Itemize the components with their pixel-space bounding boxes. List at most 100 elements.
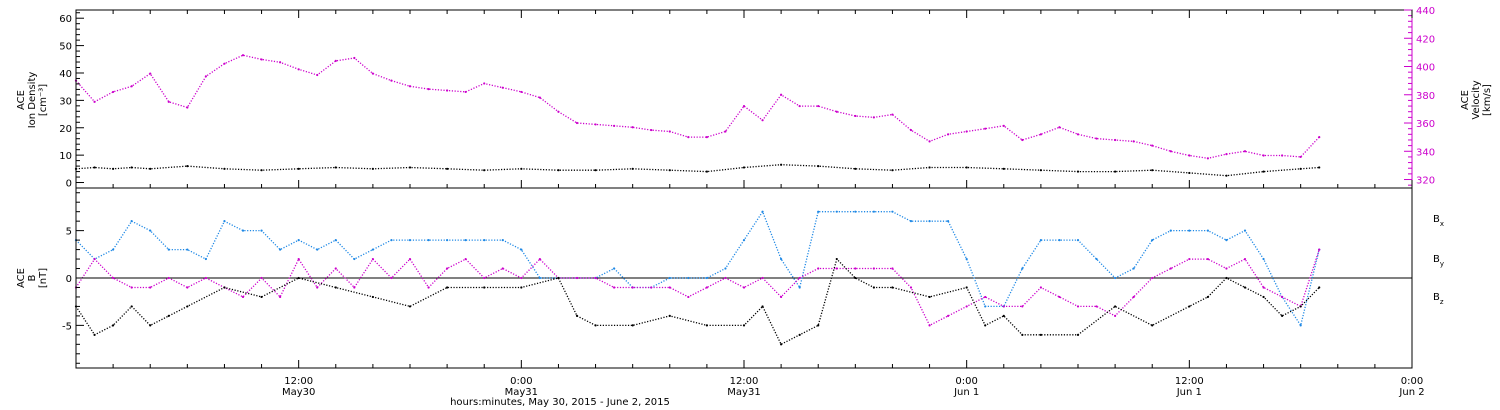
- bx-series-point: [520, 286, 523, 289]
- bz-series-point: [1021, 305, 1024, 308]
- velocity-series-point: [650, 128, 653, 132]
- top-y2-tick-label: 380: [1416, 91, 1435, 102]
- by-series-point: [204, 257, 207, 261]
- bx-series-point: [705, 324, 708, 327]
- top-y-tick-label: 20: [59, 124, 72, 135]
- bz-series-point: [817, 267, 820, 270]
- velocity-series-point: [613, 124, 616, 127]
- bz-series-point: [279, 295, 282, 299]
- velocity-series-point: [538, 96, 541, 99]
- by-series-point: [965, 257, 968, 261]
- velocity-series-point: [501, 86, 504, 89]
- by-series-point: [687, 276, 690, 280]
- density-series-point: [557, 169, 560, 172]
- velocity-series-point: [1318, 136, 1321, 139]
- bx-series-point: [446, 286, 449, 289]
- bz-series-point: [984, 295, 987, 299]
- x-tick-date: May30: [282, 387, 315, 398]
- bz-series-point: [538, 257, 541, 261]
- bz-series-point: [167, 276, 170, 280]
- bx-series-point: [668, 314, 671, 317]
- bz-series-point: [112, 276, 115, 280]
- velocity-series-point: [1132, 140, 1135, 143]
- velocity-series-point: [687, 136, 690, 139]
- x-axis-title: hours:minutes, May 30, 2015 - June 2, 20…: [450, 397, 670, 408]
- by-series-point: [780, 257, 783, 261]
- density-series-point: [93, 166, 96, 169]
- density-series-point: [817, 164, 820, 168]
- bx-series-point: [557, 276, 560, 280]
- bz-series-point: [464, 257, 467, 261]
- density-series-point: [891, 169, 894, 172]
- density-series-point: [334, 166, 337, 169]
- top-y2-tick-label: 440: [1416, 6, 1435, 17]
- density-series-point: [483, 169, 486, 172]
- velocity-series-point: [1002, 124, 1005, 127]
- bx-series-point: [761, 305, 764, 308]
- bx-series-point: [1318, 286, 1321, 289]
- velocity-series-point: [112, 90, 115, 94]
- top-ylabel-line2: Ion Density: [27, 72, 38, 129]
- by-series-point: [446, 239, 449, 242]
- top-panel-data: [74, 54, 1321, 177]
- velocity-series-point: [260, 58, 263, 61]
- velocity-series-point: [167, 100, 170, 103]
- bz-series-point: [334, 267, 337, 270]
- bz-series-point: [650, 286, 653, 289]
- bx-series-point: [1114, 305, 1117, 308]
- by-series-point: [984, 305, 987, 308]
- bz-series-point: [687, 295, 690, 299]
- velocity-series-point: [891, 113, 894, 116]
- by-series-point: [1151, 239, 1154, 242]
- bz-series-point: [520, 276, 523, 280]
- bz-series-point: [1132, 295, 1135, 299]
- bz-series-point: [909, 286, 913, 289]
- by-series-point: [427, 239, 430, 242]
- bx-series-point: [817, 324, 820, 327]
- bx-series-point: [1002, 314, 1005, 317]
- legend-bx: Bx: [1433, 214, 1444, 228]
- by-series-point: [1225, 239, 1228, 242]
- density-series-point: [1076, 170, 1080, 173]
- top-y2-tick-label: 420: [1416, 34, 1435, 45]
- x-tick-time: 0:00: [1401, 376, 1423, 387]
- x-tick-time: 12:00: [1175, 376, 1204, 387]
- x-tick-date: Jun 1: [1176, 387, 1202, 398]
- bz-series-point: [742, 286, 746, 289]
- density-series-point: [928, 166, 931, 169]
- top-y-tick-label: 50: [59, 42, 72, 53]
- bz-series-point: [1114, 314, 1117, 317]
- by-series-point: [1114, 276, 1117, 280]
- bx-series-point: [1299, 305, 1302, 308]
- bz-series-point: [1002, 305, 1005, 308]
- by-series-point: [1169, 229, 1172, 232]
- bx-series-point: [1262, 295, 1265, 299]
- velocity-series-point: [241, 54, 245, 57]
- velocity-series-point: [724, 130, 727, 133]
- density-series-point: [371, 167, 374, 170]
- by-series-point: [761, 210, 764, 213]
- bz-series-point: [631, 286, 634, 289]
- bz-series-point: [1243, 257, 1247, 261]
- bx-series: [75, 257, 1320, 346]
- by-series-point: [186, 248, 189, 251]
- velocity-series-point: [316, 73, 319, 77]
- velocity-series-point: [705, 136, 708, 139]
- x-tick-date: Jun 1: [953, 387, 979, 398]
- by-series-point: [112, 248, 115, 251]
- velocity-series-point: [835, 110, 838, 113]
- velocity-series-point: [427, 88, 430, 91]
- by-series-point: [854, 210, 857, 213]
- velocity-series-point: [520, 90, 523, 94]
- by-series-point: [947, 220, 950, 223]
- by-series-point: [1262, 257, 1265, 261]
- bz-series: [75, 249, 1320, 327]
- bx-series-point: [631, 324, 634, 327]
- bz-series-point: [204, 276, 207, 280]
- velocity-series-point: [631, 126, 634, 129]
- velocity-series-point: [1243, 150, 1247, 153]
- bz-series-point: [891, 267, 894, 270]
- bz-series-point: [965, 305, 968, 308]
- velocity-series-point: [965, 130, 968, 133]
- top-y2label-line3: [km/s]: [1482, 84, 1493, 116]
